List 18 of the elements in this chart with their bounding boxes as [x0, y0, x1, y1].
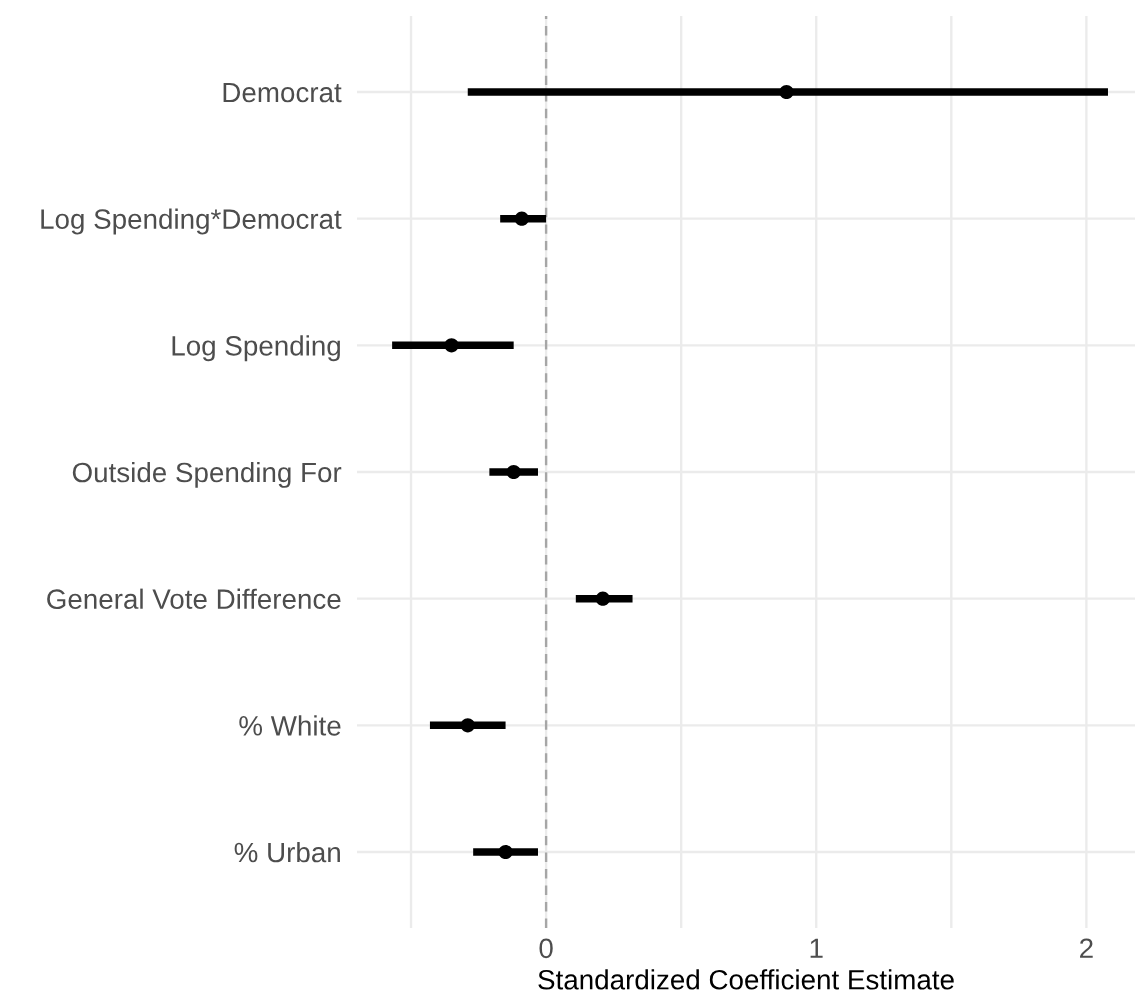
- point: [595, 591, 610, 606]
- x-tick-label: 1: [810, 938, 823, 958]
- y-tick-label: Log Spending*Democrat: [41, 208, 342, 235]
- y-tick-label: Outside Spending For: [72, 461, 342, 488]
- y-tick-label: % White: [239, 715, 341, 736]
- point: [444, 338, 459, 353]
- point: [460, 718, 475, 733]
- y-tick-label: General Vote Difference: [47, 588, 341, 610]
- y-tick-label: % Urban: [234, 841, 340, 863]
- x-tick-label: 2: [1080, 938, 1093, 958]
- point: [498, 844, 513, 860]
- y-tick-label: Democrat: [223, 82, 342, 103]
- point: [506, 464, 521, 480]
- point: [514, 211, 529, 226]
- x-tick-label: 0: [539, 938, 553, 959]
- y-tick-label: Log Spending: [172, 335, 340, 362]
- x-axis-title: Standardized Coefficient Estimate: [538, 969, 954, 990]
- point: [779, 84, 794, 100]
